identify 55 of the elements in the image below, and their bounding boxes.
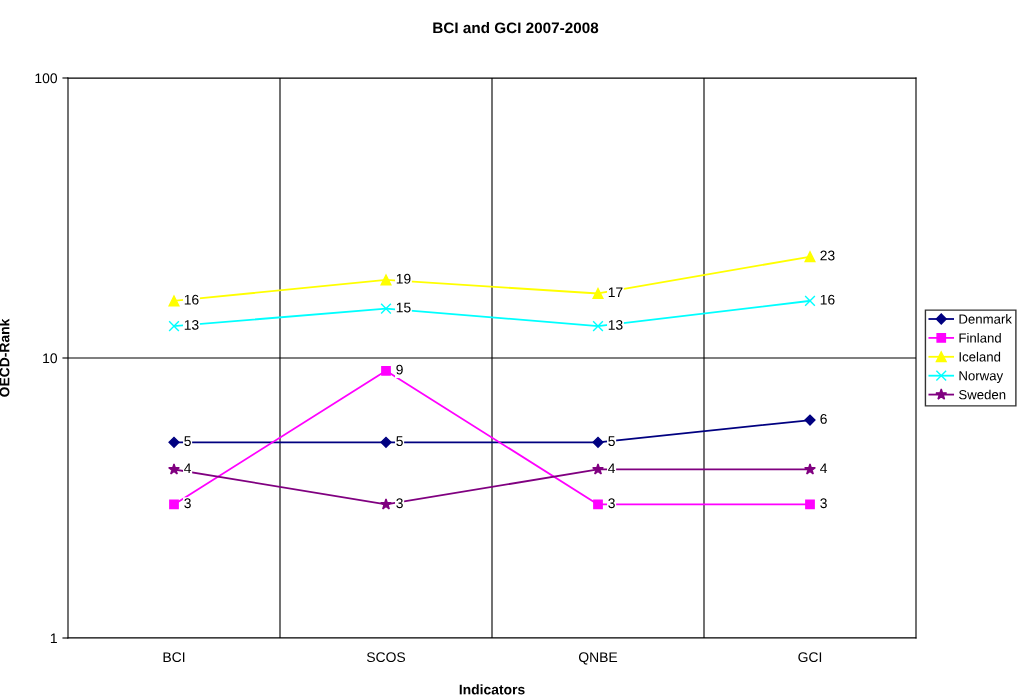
data-label: 9 [396, 364, 403, 375]
data-label: 6 [820, 414, 827, 424]
data-label: 4 [820, 463, 828, 474]
point [380, 436, 392, 448]
point [169, 499, 179, 510]
data-label: 3 [396, 498, 403, 509]
data-label: 19 [396, 273, 411, 284]
point [168, 295, 180, 307]
point [168, 463, 180, 475]
y-tick-label: 10 [43, 353, 58, 364]
legend-label: Iceland [959, 351, 1001, 362]
point [592, 436, 604, 448]
x-tick-label: QNBE [578, 652, 618, 665]
point [381, 365, 391, 376]
point [380, 274, 392, 286]
point [804, 295, 816, 307]
y-axis-title: OECD-Rank [0, 318, 10, 397]
x-tick-label: SCOS [366, 652, 406, 663]
x-axis-title: Indicators [459, 684, 525, 695]
data-label: 3 [184, 498, 191, 509]
point [592, 463, 604, 475]
data-label: 4 [608, 463, 616, 474]
data-label: 15 [396, 302, 411, 313]
point [805, 499, 815, 510]
point [804, 463, 816, 475]
point [380, 303, 392, 315]
data-label: 3 [820, 498, 827, 509]
point [804, 251, 816, 263]
data-label: 13 [608, 319, 623, 330]
data-label: 13 [184, 319, 199, 330]
point [168, 320, 180, 332]
point [592, 320, 604, 332]
legend-label: Sweden [959, 389, 1006, 400]
data-label: 16 [820, 294, 835, 305]
x-tick-label: BCI [163, 652, 185, 663]
y-tick-label: 100 [35, 73, 58, 84]
x-tick-label: GCI [798, 652, 822, 663]
point [592, 287, 604, 300]
data-label: 5 [396, 436, 403, 447]
data-label: 5 [184, 436, 191, 447]
point [593, 499, 603, 510]
data-label: 23 [820, 250, 835, 261]
y-tick-label: 1 [50, 633, 57, 644]
data-label: 3 [608, 498, 615, 509]
legend-label: Finland [959, 332, 1001, 343]
legend-label: Norway [959, 371, 1004, 384]
point [804, 414, 816, 426]
point [168, 436, 180, 448]
data-label: 5 [608, 436, 615, 447]
data-label: 16 [184, 294, 199, 305]
point [380, 498, 392, 510]
legend-label: Denmark [959, 314, 1012, 324]
data-label: 4 [184, 463, 192, 474]
chart-title: BCI and GCI 2007-2008 [433, 22, 599, 34]
data-label: 17 [608, 287, 623, 298]
